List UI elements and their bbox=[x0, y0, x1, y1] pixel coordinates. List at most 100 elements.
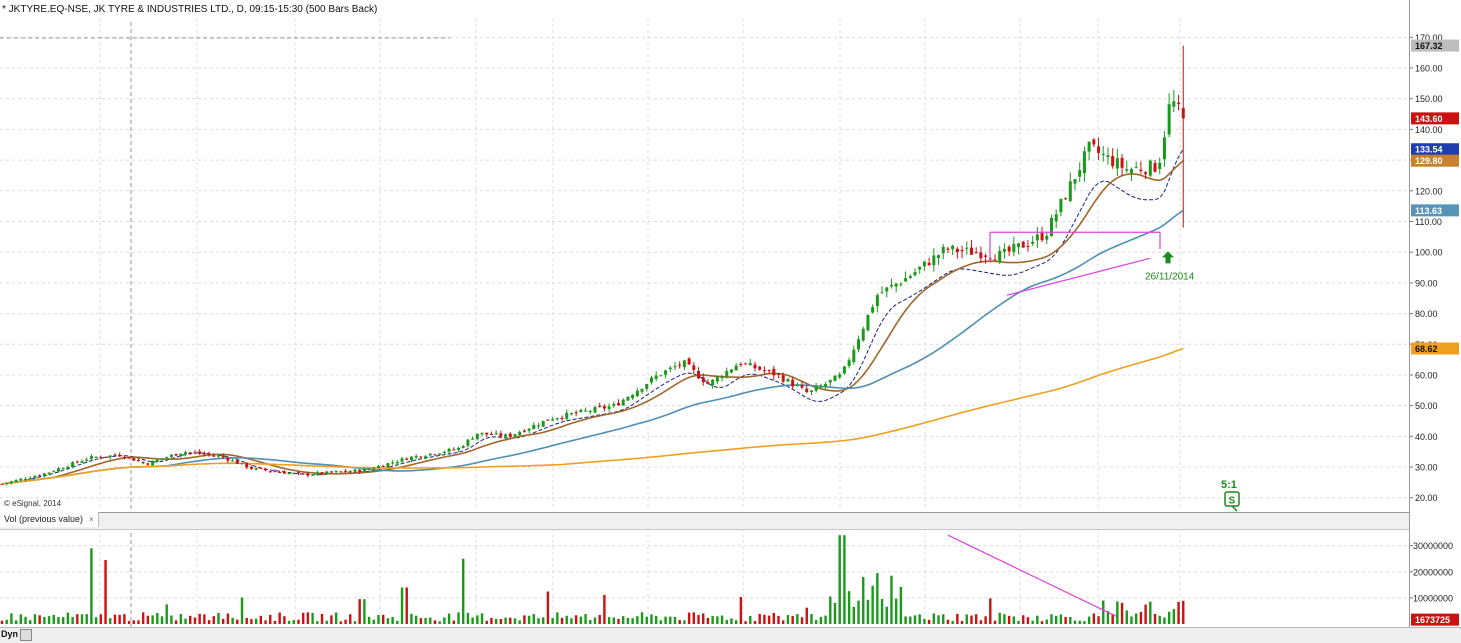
volume-bar bbox=[471, 617, 474, 624]
candle bbox=[1177, 94, 1181, 111]
volume-bar bbox=[904, 616, 907, 624]
volume-bar bbox=[927, 619, 931, 624]
volume-bar bbox=[659, 620, 663, 624]
volume-bar bbox=[71, 617, 74, 624]
candle bbox=[278, 471, 282, 474]
candle bbox=[198, 449, 202, 455]
candle bbox=[612, 401, 616, 408]
candle bbox=[1031, 235, 1035, 246]
candle bbox=[66, 465, 70, 470]
candle bbox=[537, 422, 541, 430]
volume-bar bbox=[151, 615, 154, 624]
candle bbox=[226, 456, 230, 464]
volume-bar bbox=[796, 614, 799, 624]
candle bbox=[626, 396, 630, 402]
candle bbox=[9, 480, 13, 485]
candle bbox=[202, 451, 206, 457]
candle bbox=[1054, 209, 1058, 229]
candle bbox=[1049, 214, 1053, 237]
volume-bar bbox=[1149, 601, 1152, 624]
price-marker-badge: 133.54 bbox=[1411, 143, 1459, 156]
close-icon[interactable]: × bbox=[89, 515, 94, 524]
volume-bar bbox=[193, 617, 197, 624]
volume-bar bbox=[278, 612, 281, 624]
volume-bar bbox=[1182, 600, 1185, 624]
volume-bar bbox=[551, 618, 554, 624]
volume-bar bbox=[513, 618, 517, 624]
volume-bar bbox=[76, 614, 79, 624]
volume-bar bbox=[5, 619, 8, 624]
volume-bar bbox=[443, 617, 446, 624]
volume-bar bbox=[123, 614, 126, 624]
volume-bar bbox=[66, 612, 70, 624]
candle bbox=[52, 470, 56, 473]
volume-bar bbox=[287, 620, 291, 624]
volume-bar bbox=[758, 613, 761, 624]
candle bbox=[946, 246, 950, 254]
candle bbox=[494, 430, 498, 435]
candle bbox=[254, 467, 258, 471]
volume-bar bbox=[1153, 613, 1157, 624]
volume-bar bbox=[217, 613, 220, 624]
candle bbox=[965, 241, 969, 255]
candle bbox=[165, 456, 169, 461]
split-s-icon[interactable]: S bbox=[1224, 491, 1240, 512]
volume-bar bbox=[960, 620, 964, 624]
candle bbox=[151, 460, 155, 466]
volume-bar bbox=[899, 586, 903, 624]
volume-bar bbox=[438, 621, 441, 624]
candle bbox=[353, 469, 357, 473]
volume-bar bbox=[156, 612, 159, 624]
volume-bar bbox=[1026, 617, 1030, 624]
candle bbox=[231, 458, 235, 462]
volume-bar bbox=[866, 599, 870, 624]
candle bbox=[122, 455, 126, 460]
volume-bar bbox=[19, 614, 23, 624]
volume-bar bbox=[890, 575, 893, 624]
candle bbox=[678, 361, 682, 369]
volume-bar bbox=[965, 614, 968, 624]
candle bbox=[584, 407, 588, 412]
volume-bar bbox=[574, 615, 578, 624]
candle bbox=[1040, 226, 1044, 242]
candle bbox=[734, 362, 738, 371]
time-axis-strip bbox=[0, 627, 1461, 643]
volume-bar bbox=[956, 613, 959, 624]
volume-panel-label: Vol (previous value) bbox=[4, 514, 84, 524]
candle bbox=[711, 379, 715, 389]
candle bbox=[574, 410, 578, 416]
candle bbox=[871, 304, 875, 314]
volume-bar bbox=[560, 617, 564, 624]
volume-bar bbox=[1111, 613, 1114, 624]
volume-bar bbox=[198, 613, 201, 624]
volume-bar bbox=[843, 535, 846, 624]
volume-bar bbox=[734, 620, 738, 624]
volume-bars bbox=[0, 535, 1185, 624]
volume-bar bbox=[419, 618, 423, 624]
dyn-toggle-button[interactable] bbox=[20, 629, 32, 641]
candle bbox=[522, 428, 526, 433]
candle bbox=[118, 452, 122, 457]
candle bbox=[1111, 148, 1115, 169]
candle bbox=[24, 477, 28, 482]
dyn-mode-label[interactable]: Dyn bbox=[1, 629, 19, 639]
candle bbox=[814, 382, 818, 393]
candle bbox=[758, 365, 762, 371]
volume-bar bbox=[1158, 615, 1161, 624]
candle bbox=[344, 469, 348, 474]
volume-bar bbox=[518, 620, 521, 624]
candle bbox=[927, 257, 931, 267]
volume-bar bbox=[720, 615, 724, 624]
candle bbox=[339, 471, 343, 473]
price-marker-badge: 143.60 bbox=[1411, 112, 1459, 125]
candle bbox=[922, 261, 926, 271]
volume-panel-tab[interactable]: Vol (previous value) × bbox=[0, 512, 99, 527]
volume-bar bbox=[1050, 614, 1053, 624]
volume-bar bbox=[1007, 615, 1011, 624]
candle bbox=[998, 245, 1002, 264]
candle bbox=[381, 464, 385, 467]
moving-average-line bbox=[1, 160, 1184, 485]
price-marker-text: 68.62 bbox=[1415, 344, 1438, 354]
